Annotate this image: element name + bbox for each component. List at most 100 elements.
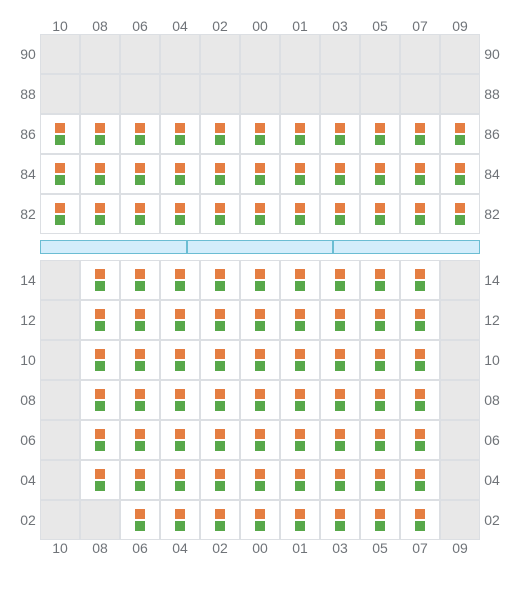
seat-top-icon [295, 309, 305, 319]
column-label: 02 [200, 540, 240, 556]
seat-cell[interactable] [240, 340, 280, 380]
seat-top-icon [95, 389, 105, 399]
seat-cell[interactable] [280, 260, 320, 300]
seat-cell[interactable] [360, 500, 400, 540]
seat-cell[interactable] [160, 194, 200, 234]
seat-cell[interactable] [160, 420, 200, 460]
seat-cell[interactable] [40, 154, 80, 194]
seat-cell[interactable] [240, 194, 280, 234]
seat-cell[interactable] [320, 114, 360, 154]
seat-cell[interactable] [80, 114, 120, 154]
seat-cell[interactable] [160, 300, 200, 340]
seat-cell[interactable] [120, 380, 160, 420]
seat-cell[interactable] [280, 420, 320, 460]
seat-cell[interactable] [320, 380, 360, 420]
seat-bottom-icon [295, 361, 305, 371]
seat-cell[interactable] [280, 114, 320, 154]
seat-cell[interactable] [160, 460, 200, 500]
seat-cell[interactable] [400, 260, 440, 300]
seat-cell[interactable] [120, 420, 160, 460]
seat-cell[interactable] [360, 194, 400, 234]
seat-cell[interactable] [200, 420, 240, 460]
seat-cell[interactable] [80, 194, 120, 234]
seat-cell[interactable] [400, 380, 440, 420]
seat-cell[interactable] [40, 114, 80, 154]
seat-cell[interactable] [320, 420, 360, 460]
seat-cell[interactable] [120, 114, 160, 154]
seat-cell[interactable] [120, 500, 160, 540]
seat-cell[interactable] [400, 194, 440, 234]
seat-cell[interactable] [80, 420, 120, 460]
seat-cell[interactable] [400, 420, 440, 460]
seat-cell[interactable] [80, 340, 120, 380]
seat-cell[interactable] [400, 460, 440, 500]
seat-cell[interactable] [360, 300, 400, 340]
seat-cell[interactable] [80, 300, 120, 340]
seat-bottom-icon [175, 521, 185, 531]
seat-cell[interactable] [320, 340, 360, 380]
seat-cell[interactable] [360, 380, 400, 420]
seat-cell[interactable] [200, 340, 240, 380]
seat-cell[interactable] [80, 380, 120, 420]
seat-cell[interactable] [200, 260, 240, 300]
seat-cell[interactable] [280, 154, 320, 194]
seat-cell[interactable] [280, 194, 320, 234]
seat-cell[interactable] [120, 300, 160, 340]
seat-cell[interactable] [240, 460, 280, 500]
seat-cell[interactable] [200, 154, 240, 194]
seat-cell[interactable] [160, 340, 200, 380]
seat-cell[interactable] [360, 154, 400, 194]
seat-cell[interactable] [240, 300, 280, 340]
seat-cell[interactable] [200, 500, 240, 540]
seat-cell[interactable] [400, 114, 440, 154]
seat-cell[interactable] [400, 500, 440, 540]
seat-cell[interactable] [360, 260, 400, 300]
seat-cell[interactable] [360, 114, 400, 154]
seat-cell[interactable] [240, 500, 280, 540]
seat-cell[interactable] [360, 460, 400, 500]
seat-cell[interactable] [440, 114, 480, 154]
seat-cell[interactable] [200, 460, 240, 500]
seat-cell[interactable] [120, 194, 160, 234]
seat-cell[interactable] [320, 260, 360, 300]
seat-cell[interactable] [160, 260, 200, 300]
seat-cell[interactable] [80, 460, 120, 500]
seat-cell[interactable] [360, 420, 400, 460]
seat-cell[interactable] [320, 300, 360, 340]
seat-cell[interactable] [160, 154, 200, 194]
seat-cell[interactable] [320, 500, 360, 540]
seat-cell[interactable] [400, 154, 440, 194]
seat-cell[interactable] [120, 154, 160, 194]
seat-cell[interactable] [200, 380, 240, 420]
seat-cell[interactable] [280, 300, 320, 340]
seat-cell[interactable] [280, 500, 320, 540]
seat-cell[interactable] [160, 114, 200, 154]
seat-cell[interactable] [440, 194, 480, 234]
seat-cell[interactable] [240, 260, 280, 300]
seat-cell[interactable] [80, 260, 120, 300]
seat-cell[interactable] [240, 420, 280, 460]
seat-cell[interactable] [280, 460, 320, 500]
seat-cell[interactable] [320, 194, 360, 234]
seat-cell[interactable] [360, 340, 400, 380]
seat-cell[interactable] [120, 460, 160, 500]
seat-cell[interactable] [240, 154, 280, 194]
seat-cell[interactable] [240, 114, 280, 154]
seat-cell[interactable] [440, 154, 480, 194]
seat-cell[interactable] [320, 154, 360, 194]
seat-cell[interactable] [120, 260, 160, 300]
seat-cell[interactable] [160, 500, 200, 540]
seat-cell[interactable] [320, 460, 360, 500]
seat-cell[interactable] [280, 380, 320, 420]
seat-cell[interactable] [160, 380, 200, 420]
seat-cell[interactable] [40, 194, 80, 234]
seat-cell[interactable] [200, 194, 240, 234]
seat-cell[interactable] [400, 340, 440, 380]
seat-cell[interactable] [200, 114, 240, 154]
seat-cell[interactable] [120, 340, 160, 380]
seat-cell[interactable] [280, 340, 320, 380]
seat-cell[interactable] [240, 380, 280, 420]
seat-cell[interactable] [200, 300, 240, 340]
seat-cell[interactable] [400, 300, 440, 340]
seat-cell[interactable] [80, 154, 120, 194]
